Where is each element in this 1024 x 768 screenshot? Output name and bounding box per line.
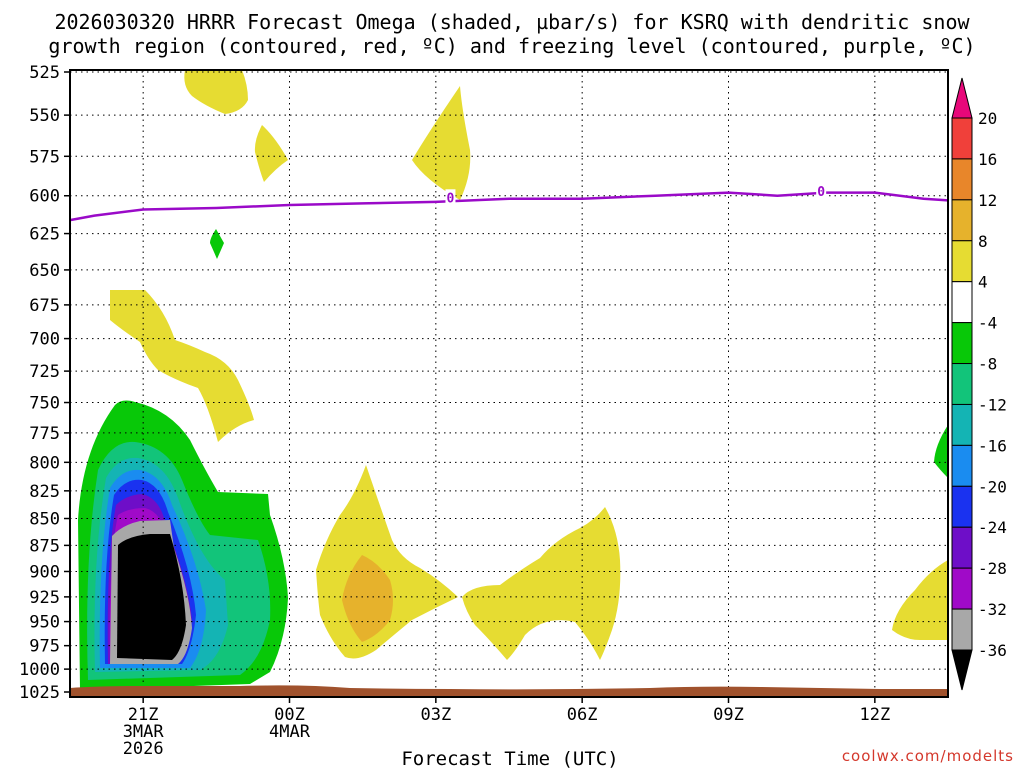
omega-region-orange-0300 <box>342 555 393 642</box>
colorbar-label: 16 <box>978 150 997 169</box>
colorbar-box <box>951 281 973 324</box>
colorbar-label: -12 <box>978 395 1007 414</box>
colorbar: 20 16 12 8 4 -4 -8 -12 -16 -20 -24 -28 -32 -36 <box>951 77 1007 691</box>
y-tick-label: 675 <box>29 296 60 316</box>
y-tick-label: 775 <box>29 424 60 444</box>
y-axis-ticks: 525 550 575 600 625 650 675 700 725 750 775 800 825 8… <box>19 63 70 703</box>
freezing-label-bg <box>816 183 827 199</box>
colorbar-label: -36 <box>978 641 1007 660</box>
chart-title-line-2: growth region (contoured, red, ºC) and f… <box>48 34 975 58</box>
x-tick-label: 2026 <box>123 739 164 759</box>
y-tick-label: 825 <box>29 482 60 502</box>
colorbar-label: -32 <box>978 600 1007 619</box>
colorbar-label: -8 <box>978 355 997 374</box>
x-tick-label: 4MAR <box>269 722 311 742</box>
colorbar-label: -28 <box>978 559 1007 578</box>
freezing-level-contour <box>69 191 949 222</box>
x-tick-label: 09Z <box>713 705 744 725</box>
chart-title-line-1: 2026030320 HRRR Forecast Omega (shaded, … <box>54 10 970 34</box>
y-tick-label: 750 <box>29 394 60 414</box>
omega-region-yellow-upper-b <box>254 125 288 182</box>
colorbar-label: 20 <box>978 109 997 128</box>
y-tick-label: 900 <box>29 562 60 582</box>
x-tick-label: 00Z <box>274 705 305 725</box>
y-tick-label: 650 <box>29 261 60 281</box>
omega-region-yellow-mid <box>110 290 254 442</box>
y-tick-label: 950 <box>29 613 60 633</box>
y-tick-label: 1025 <box>19 683 60 703</box>
plot-frame <box>69 69 949 698</box>
y-tick-label: 575 <box>29 147 60 167</box>
colorbar-label: 4 <box>978 273 988 292</box>
x-tick-label: 12Z <box>859 705 890 725</box>
y-tick-label: 975 <box>29 637 60 657</box>
y-tick-label: 625 <box>29 225 60 245</box>
omega-region-green-625 <box>210 229 224 259</box>
colorbar-box <box>951 403 973 446</box>
freezing-level-label: 0 <box>447 191 455 206</box>
x-tick-label: 03Z <box>420 705 451 725</box>
colorbar-box <box>951 117 973 160</box>
colorbar-bottom-triangle <box>951 649 973 691</box>
colorbar-label: 8 <box>978 232 988 251</box>
omega-region-yellow-0600 <box>462 507 621 660</box>
colorbar-box <box>951 199 973 242</box>
y-tick-label: 600 <box>29 187 60 207</box>
colorbar-box <box>951 526 973 569</box>
colorbar-box <box>951 485 973 528</box>
colorbar-label: 12 <box>978 191 997 210</box>
y-tick-label: 850 <box>29 510 60 530</box>
y-tick-label: 550 <box>29 106 60 126</box>
colorbar-label: -4 <box>978 314 997 333</box>
colorbar-box <box>951 567 973 610</box>
credit-text: coolwx.com/modelts <box>842 747 1014 765</box>
colorbar-label: -16 <box>978 436 1007 455</box>
omega-region-yellow-upper-a <box>184 70 248 114</box>
omega-region-yellow-upper-c <box>412 86 471 200</box>
y-tick-label: 725 <box>29 362 60 382</box>
colorbar-box <box>951 158 973 201</box>
omega-region-yellow-right <box>892 560 948 640</box>
x-tick-label: 3MAR <box>123 722 165 742</box>
colorbar-box <box>951 322 973 365</box>
x-axis-label: Forecast Time (UTC) <box>401 748 618 768</box>
y-tick-label: 800 <box>29 453 60 473</box>
colorbar-box <box>951 363 973 405</box>
omega-shading <box>78 70 948 690</box>
colorbar-top-triangle <box>951 77 973 119</box>
y-tick-label: 925 <box>29 588 60 608</box>
freezing-label-bg <box>445 189 456 205</box>
ground-surface <box>70 685 948 697</box>
x-tick-label: 06Z <box>567 705 598 725</box>
colorbar-label: -24 <box>978 518 1007 537</box>
colorbar-box <box>951 608 973 651</box>
y-tick-label: 525 <box>29 63 60 83</box>
omega-region-black <box>117 534 186 660</box>
omega-region-green-right <box>934 425 948 478</box>
colorbar-box <box>951 444 973 487</box>
colorbar-box <box>951 240 973 283</box>
freezing-level-label: 0 <box>817 185 825 200</box>
colorbar-label: -20 <box>978 477 1007 496</box>
gridlines <box>70 70 948 697</box>
y-tick-label: 700 <box>29 330 60 350</box>
y-tick-label: 1000 <box>19 660 60 680</box>
x-tick-label: 21Z <box>128 705 159 725</box>
y-tick-label: 875 <box>29 536 60 556</box>
